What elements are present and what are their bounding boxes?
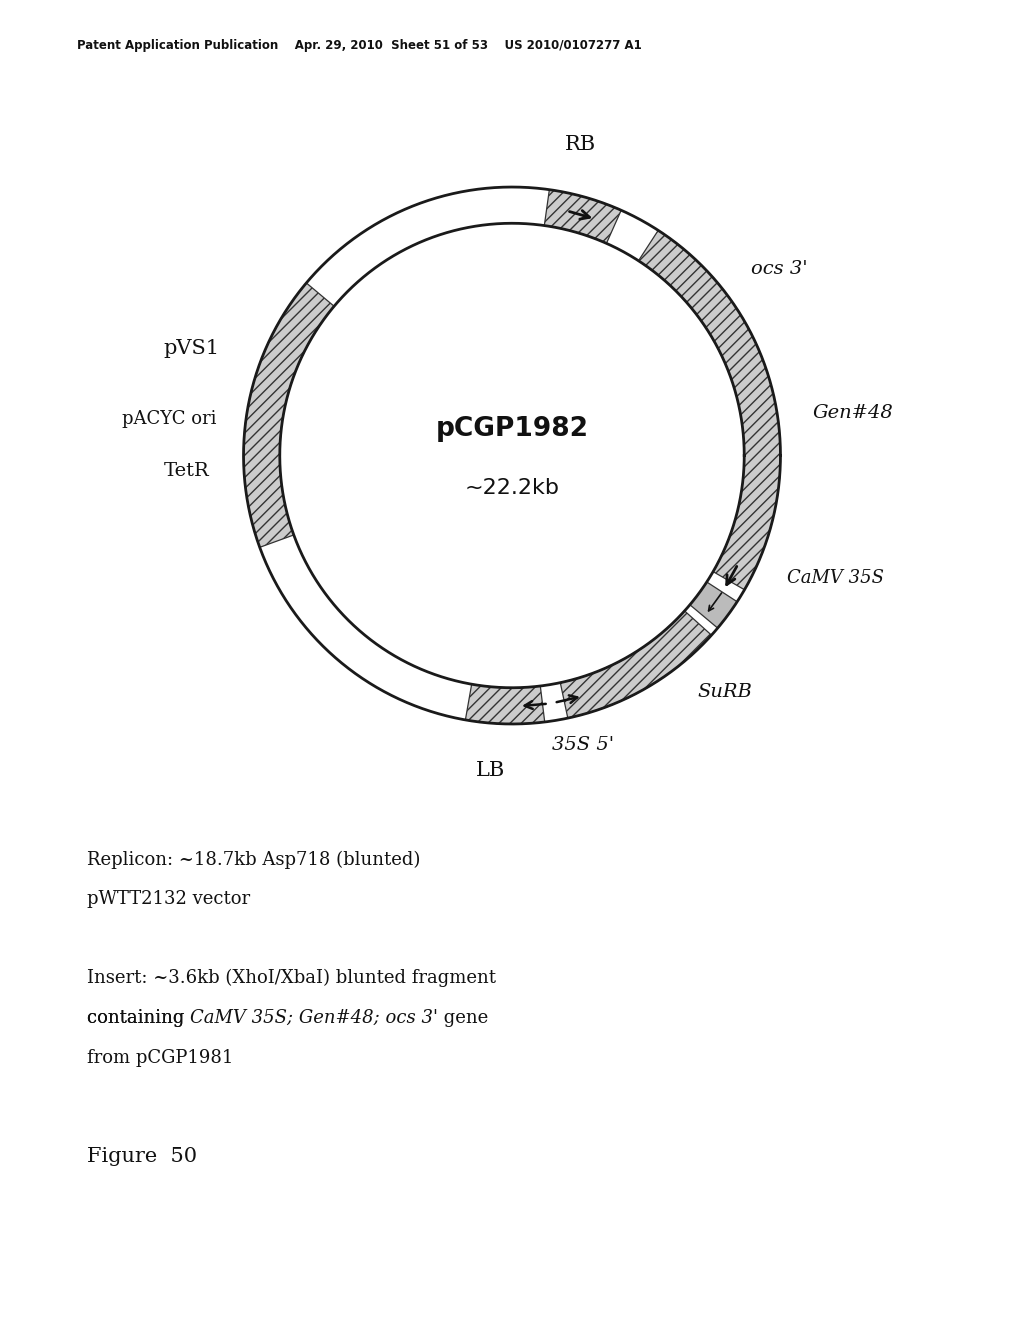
Text: TetR: TetR	[163, 462, 209, 480]
Circle shape	[244, 187, 780, 723]
Text: LB: LB	[476, 760, 505, 780]
Text: pVS1: pVS1	[163, 339, 219, 359]
Text: from pCGP1981: from pCGP1981	[87, 1048, 233, 1067]
Text: SuRB: SuRB	[697, 684, 752, 701]
Text: ocs 3': ocs 3'	[751, 260, 808, 277]
Text: Gen#48: Gen#48	[812, 404, 893, 422]
Text: CaMV 35S; Gen#48; ocs 3': CaMV 35S; Gen#48; ocs 3'	[190, 1008, 438, 1027]
Polygon shape	[244, 282, 334, 548]
Text: pWTT2132 vector: pWTT2132 vector	[87, 890, 250, 908]
Text: Patent Application Publication    Apr. 29, 2010  Sheet 51 of 53    US 2010/01072: Patent Application Publication Apr. 29, …	[77, 38, 642, 51]
Text: containing: containing	[87, 1008, 190, 1027]
Polygon shape	[560, 611, 712, 718]
Text: containing: containing	[87, 1008, 190, 1027]
Polygon shape	[690, 582, 737, 628]
Text: RB: RB	[565, 135, 596, 154]
Text: pACYC ori: pACYC ori	[122, 411, 216, 428]
Text: pCGP1982: pCGP1982	[435, 416, 589, 442]
Text: Figure  50: Figure 50	[87, 1147, 198, 1166]
Text: ~22.2kb: ~22.2kb	[465, 478, 559, 498]
Polygon shape	[639, 231, 780, 590]
Text: 35S 5': 35S 5'	[552, 735, 614, 754]
Polygon shape	[465, 684, 545, 723]
Text: Insert: ~3.6kb (XhoI/XbaI) blunted fragment: Insert: ~3.6kb (XhoI/XbaI) blunted fragm…	[87, 969, 496, 987]
Circle shape	[280, 223, 744, 688]
Text: gene: gene	[438, 1008, 488, 1027]
Text: CaMV 35S: CaMV 35S	[786, 569, 884, 587]
Text: Replicon: ~18.7kb Asp718 (blunted): Replicon: ~18.7kb Asp718 (blunted)	[87, 850, 421, 869]
Circle shape	[280, 223, 744, 688]
Polygon shape	[545, 190, 622, 243]
